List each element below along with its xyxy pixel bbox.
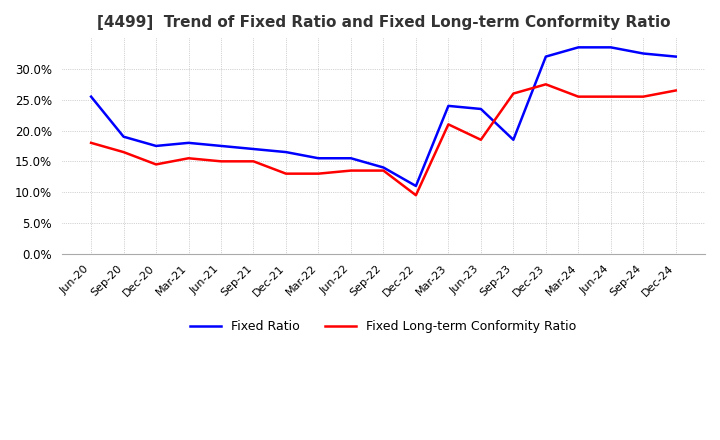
- Fixed Ratio: [672, 54, 680, 59]
- Fixed Ratio: [346, 156, 355, 161]
- Fixed Long-term Conformity Ratio: [249, 159, 258, 164]
- Fixed Ratio: [314, 156, 323, 161]
- Fixed Long-term Conformity Ratio: [314, 171, 323, 176]
- Legend: Fixed Ratio, Fixed Long-term Conformity Ratio: Fixed Ratio, Fixed Long-term Conformity …: [185, 315, 582, 338]
- Fixed Ratio: [509, 137, 518, 143]
- Fixed Ratio: [574, 45, 582, 50]
- Fixed Long-term Conformity Ratio: [217, 159, 225, 164]
- Fixed Long-term Conformity Ratio: [639, 94, 647, 99]
- Fixed Long-term Conformity Ratio: [574, 94, 582, 99]
- Fixed Long-term Conformity Ratio: [87, 140, 96, 146]
- Fixed Ratio: [639, 51, 647, 56]
- Title: [4499]  Trend of Fixed Ratio and Fixed Long-term Conformity Ratio: [4499] Trend of Fixed Ratio and Fixed Lo…: [96, 15, 670, 30]
- Fixed Long-term Conformity Ratio: [184, 156, 193, 161]
- Fixed Ratio: [477, 106, 485, 112]
- Fixed Ratio: [249, 147, 258, 152]
- Fixed Ratio: [87, 94, 96, 99]
- Line: Fixed Ratio: Fixed Ratio: [91, 48, 676, 186]
- Fixed Ratio: [217, 143, 225, 149]
- Fixed Long-term Conformity Ratio: [444, 122, 453, 127]
- Fixed Long-term Conformity Ratio: [606, 94, 615, 99]
- Fixed Long-term Conformity Ratio: [379, 168, 388, 173]
- Fixed Long-term Conformity Ratio: [541, 82, 550, 87]
- Fixed Long-term Conformity Ratio: [412, 193, 420, 198]
- Fixed Long-term Conformity Ratio: [672, 88, 680, 93]
- Fixed Long-term Conformity Ratio: [282, 171, 290, 176]
- Fixed Ratio: [282, 150, 290, 155]
- Fixed Ratio: [541, 54, 550, 59]
- Fixed Ratio: [120, 134, 128, 139]
- Fixed Ratio: [606, 45, 615, 50]
- Fixed Ratio: [412, 183, 420, 189]
- Fixed Ratio: [444, 103, 453, 109]
- Fixed Long-term Conformity Ratio: [477, 137, 485, 143]
- Line: Fixed Long-term Conformity Ratio: Fixed Long-term Conformity Ratio: [91, 84, 676, 195]
- Fixed Ratio: [184, 140, 193, 146]
- Fixed Long-term Conformity Ratio: [152, 162, 161, 167]
- Fixed Ratio: [152, 143, 161, 149]
- Fixed Long-term Conformity Ratio: [509, 91, 518, 96]
- Fixed Long-term Conformity Ratio: [120, 150, 128, 155]
- Fixed Ratio: [379, 165, 388, 170]
- Fixed Long-term Conformity Ratio: [346, 168, 355, 173]
